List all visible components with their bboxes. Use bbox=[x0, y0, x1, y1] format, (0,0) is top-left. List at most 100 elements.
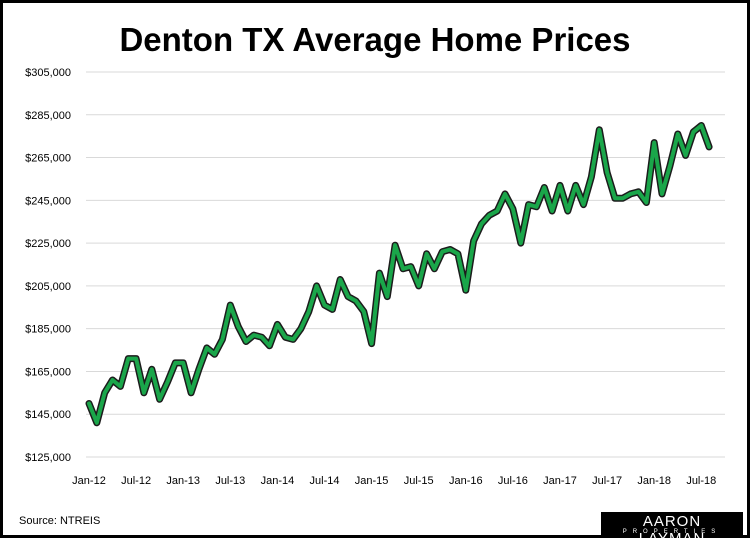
data-point bbox=[457, 253, 459, 255]
data-point bbox=[441, 251, 443, 253]
data-point bbox=[167, 381, 168, 383]
data-point bbox=[528, 204, 530, 206]
data-point bbox=[543, 187, 545, 188]
y-tick-label: $165,000 bbox=[25, 366, 71, 378]
x-tick-label: Jan-13 bbox=[166, 475, 200, 487]
data-point bbox=[496, 210, 498, 212]
data-point bbox=[559, 184, 561, 186]
chart-title: Denton TX Average Home Prices bbox=[119, 21, 631, 58]
data-point bbox=[630, 193, 632, 195]
data-point bbox=[261, 336, 263, 338]
series-line-shadow bbox=[85, 122, 713, 427]
data-point bbox=[355, 300, 357, 302]
x-tick-label: Jul-15 bbox=[404, 475, 434, 487]
x-tick-label: Jul-18 bbox=[686, 475, 716, 487]
data-point bbox=[284, 336, 286, 338]
x-tick-label: Jul-16 bbox=[498, 475, 528, 487]
y-tick-label: $265,000 bbox=[25, 153, 71, 165]
line-chart: $125,000 $145,000 $165,000 $185,000 $205,000… bbox=[25, 67, 725, 487]
data-point bbox=[520, 242, 522, 244]
data-point bbox=[127, 358, 129, 360]
data-point bbox=[253, 334, 255, 336]
data-point bbox=[269, 345, 271, 347]
data-point bbox=[174, 362, 176, 364]
data-point bbox=[221, 338, 223, 340]
y-tick-label: $225,000 bbox=[25, 238, 71, 250]
y-tick-label: $285,000 bbox=[25, 110, 71, 122]
x-tick-label: Jan-12 bbox=[72, 475, 106, 487]
data-point bbox=[394, 244, 396, 246]
logo-sub-text: PROPERTIES bbox=[622, 529, 722, 535]
data-point bbox=[292, 338, 294, 340]
data-point bbox=[567, 210, 569, 212]
data-point bbox=[638, 191, 639, 193]
data-point bbox=[119, 385, 121, 387]
x-tick-label: Jan-14 bbox=[261, 475, 295, 487]
data-point bbox=[339, 278, 341, 280]
x-tick-label: Jul-12 bbox=[121, 475, 151, 487]
data-point bbox=[96, 422, 98, 424]
data-point bbox=[104, 392, 106, 394]
data-point bbox=[488, 214, 490, 216]
data-point bbox=[645, 201, 647, 203]
data-point bbox=[708, 146, 710, 148]
data-point bbox=[598, 129, 600, 131]
y-tick-label: $125,000 bbox=[25, 452, 71, 464]
brand-logo: AARON LAYMAN PROPERTIES bbox=[601, 512, 743, 547]
data-point bbox=[700, 124, 702, 126]
data-point bbox=[418, 285, 420, 287]
x-tick-label: Jul-17 bbox=[592, 475, 622, 487]
data-point bbox=[300, 328, 302, 330]
data-point bbox=[229, 304, 231, 306]
data-point bbox=[622, 197, 624, 199]
data-point bbox=[512, 208, 514, 210]
data-point bbox=[214, 353, 216, 355]
data-point bbox=[535, 206, 537, 208]
x-tick-label: Jan-18 bbox=[637, 475, 671, 487]
y-tick-label: $205,000 bbox=[25, 281, 71, 293]
data-point bbox=[143, 392, 145, 394]
data-point bbox=[504, 193, 506, 195]
data-point bbox=[237, 326, 239, 328]
data-point bbox=[677, 133, 679, 135]
data-point bbox=[159, 398, 161, 400]
y-tick-label: $245,000 bbox=[25, 195, 71, 207]
data-point bbox=[182, 362, 184, 364]
data-point bbox=[88, 403, 90, 405]
x-tick-label: Jan-15 bbox=[355, 475, 389, 487]
data-point bbox=[245, 341, 247, 342]
source-note: Source: NTREIS bbox=[19, 515, 101, 527]
data-point bbox=[276, 323, 278, 325]
data-point bbox=[583, 204, 585, 206]
data-point bbox=[575, 184, 577, 186]
data-point bbox=[324, 304, 325, 306]
data-point bbox=[347, 296, 349, 298]
data-point bbox=[614, 197, 616, 199]
data-point bbox=[653, 142, 655, 144]
data-point bbox=[378, 272, 380, 274]
data-point bbox=[316, 285, 318, 287]
data-point bbox=[198, 368, 200, 370]
y-tick-label: $185,000 bbox=[25, 324, 71, 336]
data-point bbox=[551, 210, 553, 212]
data-point bbox=[685, 154, 687, 156]
data-point bbox=[426, 253, 428, 255]
data-point bbox=[410, 266, 412, 268]
x-tick-label: Jan-17 bbox=[543, 475, 577, 487]
data-point bbox=[402, 268, 404, 270]
x-tick-label: Jul-14 bbox=[310, 475, 340, 487]
series-line bbox=[87, 123, 712, 425]
data-point bbox=[473, 240, 475, 242]
data-point bbox=[151, 368, 153, 370]
data-point bbox=[112, 379, 114, 381]
x-tick-label: Jul-13 bbox=[215, 475, 245, 487]
data-point bbox=[308, 311, 310, 313]
data-point bbox=[449, 249, 451, 251]
y-tick-label: $305,000 bbox=[25, 67, 71, 79]
data-point bbox=[190, 392, 192, 394]
data-point bbox=[433, 268, 435, 270]
data-point bbox=[692, 131, 694, 133]
data-point bbox=[386, 296, 388, 298]
data-point bbox=[669, 165, 671, 167]
